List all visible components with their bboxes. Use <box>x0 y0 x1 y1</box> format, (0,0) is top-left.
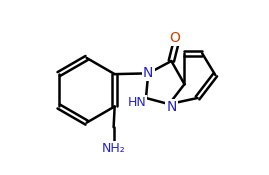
Text: O: O <box>169 31 180 45</box>
Text: NH₂: NH₂ <box>102 142 125 155</box>
Text: N: N <box>166 100 176 114</box>
Text: N: N <box>143 66 153 80</box>
Text: HN: HN <box>127 96 146 109</box>
